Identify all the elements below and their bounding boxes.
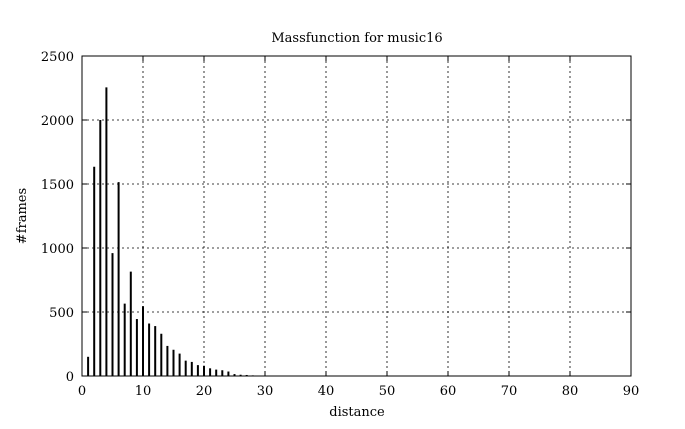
x-axis-label: distance bbox=[329, 405, 385, 420]
x-tick-label: 40 bbox=[318, 384, 335, 399]
axis-ticks: 0 10 20 30 40 50 60 70 80 90 0 500 1000 1500 2000 2500 bbox=[41, 50, 639, 399]
x-tick-label: 50 bbox=[379, 384, 396, 399]
x-tick-label: 20 bbox=[196, 384, 213, 399]
y-tick-label: 2500 bbox=[41, 50, 74, 65]
x-tick-label: 30 bbox=[257, 384, 274, 399]
x-tick-label: 60 bbox=[440, 384, 457, 399]
grid-lines bbox=[82, 56, 631, 376]
plot-area-frame bbox=[81, 55, 632, 377]
x-tick-label: 90 bbox=[623, 384, 640, 399]
x-tick-label: 10 bbox=[135, 384, 152, 399]
x-tick-label: 70 bbox=[501, 384, 518, 399]
chart-title: Massfunction for music16 bbox=[271, 31, 442, 46]
y-tick-label: 1000 bbox=[41, 242, 74, 257]
x-tick-label: 80 bbox=[562, 384, 579, 399]
y-tick-label: 1500 bbox=[41, 178, 74, 193]
y-tick-label: 2000 bbox=[41, 114, 74, 129]
y-axis-label: #frames bbox=[15, 188, 30, 244]
y-tick-label: 500 bbox=[49, 306, 74, 321]
y-tick-label: 0 bbox=[66, 370, 74, 385]
bar-series bbox=[87, 87, 266, 376]
x-tick-label: 0 bbox=[78, 384, 86, 399]
